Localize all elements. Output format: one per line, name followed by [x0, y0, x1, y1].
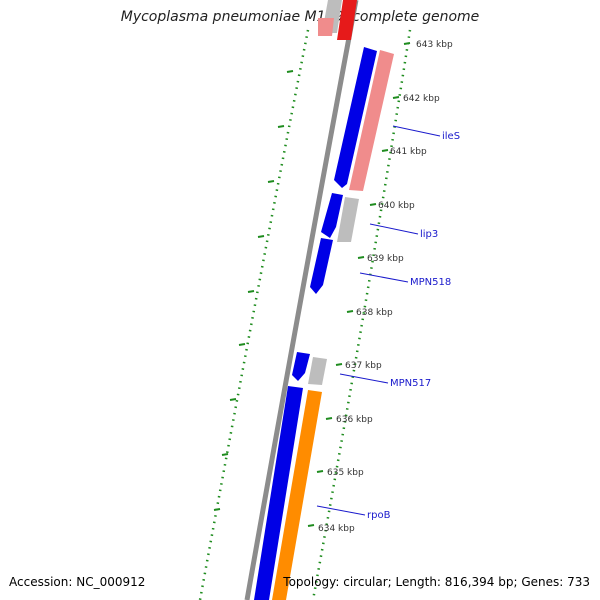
tick-mark [307, 524, 315, 527]
label-leader-rpoB [316, 505, 366, 516]
gene-ileS [349, 50, 394, 191]
tick-mark [316, 470, 324, 473]
gene-lip3 [337, 197, 359, 242]
minor-tick [277, 125, 285, 128]
gene-label-MPN518: MPN518 [410, 277, 451, 288]
tick-mark [369, 203, 377, 206]
tick-mark [346, 310, 354, 313]
label-leader-MPN518 [359, 272, 409, 283]
tick-mark [325, 417, 333, 420]
tick-label: 639 kbp [367, 254, 404, 264]
tick-mark [381, 149, 389, 152]
feature-top-red [337, 0, 357, 40]
kbp-ticks: 643 kbp 642 kbp 641 kbp 640 kbp 639 kbp … [307, 40, 453, 534]
gene-label-MPN517: MPN517 [390, 378, 431, 389]
minor-tick [267, 180, 275, 183]
tick-mark [357, 256, 365, 259]
minor-tick [257, 235, 265, 238]
gene-labels: ileS lip3 MPN518 MPN517 rpoB [316, 125, 460, 521]
minor-tick [229, 398, 237, 401]
gene-cds-blue-4 [254, 386, 303, 600]
feature-top-pink [318, 18, 334, 36]
gc-skew-track [198, 29, 310, 600]
tick-mark [335, 363, 343, 366]
minor-tick [221, 453, 229, 456]
tick-mark [403, 42, 411, 45]
gene-cds-blue-3 [292, 352, 310, 381]
gene-label-ileS: ileS [442, 131, 460, 142]
tick-label: 636 kbp [336, 415, 373, 425]
gene-rpoB [272, 390, 322, 600]
tick-label: 638 kbp [356, 308, 393, 318]
tick-label: 640 kbp [378, 201, 415, 211]
minor-tick [247, 290, 255, 293]
genome-stats-text: Topology: circular; Length: 816,394 bp; … [283, 575, 590, 589]
tick-label: 643 kbp [416, 40, 453, 50]
minor-ticks [213, 70, 294, 511]
accession-text: Accession: NC_000912 [9, 575, 146, 589]
label-leader-MPN517 [339, 373, 389, 384]
gene-label-lip3: lip3 [420, 229, 438, 240]
tick-label: 634 kbp [318, 524, 355, 534]
label-leader-lip3 [369, 223, 419, 235]
gene-MPN518 [310, 238, 333, 294]
label-leader-ileS [392, 125, 441, 137]
gene-cds-blue-2 [321, 193, 343, 238]
gene-MPN517 [308, 357, 327, 385]
minor-tick [286, 70, 294, 73]
map-title: Mycoplasma pneumoniae M129, complete gen… [120, 9, 480, 25]
tick-label: 637 kbp [345, 361, 382, 371]
genome-backbone [244, 0, 359, 600]
minor-tick [238, 343, 246, 346]
tick-label: 641 kbp [390, 147, 427, 157]
minor-tick [213, 508, 221, 511]
tick-label: 635 kbp [327, 468, 364, 478]
gene-cds-blue-1 [334, 47, 377, 188]
gene-label-rpoB: rpoB [367, 510, 391, 521]
tick-mark [392, 96, 400, 99]
tick-label: 642 kbp [403, 94, 440, 104]
